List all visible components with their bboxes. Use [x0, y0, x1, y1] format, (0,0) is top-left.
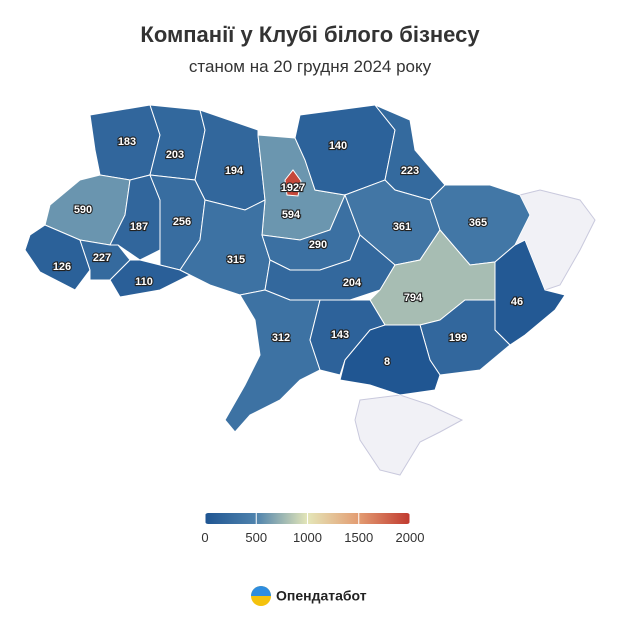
region-value: 361: [393, 221, 411, 233]
region-value: 290: [309, 239, 327, 251]
region-value: 315: [227, 254, 245, 266]
colorbar-tick-label: 2000: [396, 530, 425, 545]
region-value: 365: [469, 217, 487, 229]
colorbar-tick-label: 1000: [293, 530, 322, 545]
region-value: 187: [130, 221, 148, 233]
region-value: 8: [384, 356, 390, 368]
region-value: 126: [53, 261, 71, 273]
occupied-crimea: [354, 394, 464, 476]
colorbar-tick-label: 500: [245, 530, 267, 545]
region: [194, 109, 266, 211]
region-value: 1927: [281, 182, 305, 194]
region-value: 227: [93, 252, 111, 264]
title: Компанії у Клубі білого бізнесу: [140, 22, 480, 47]
region-value: 199: [449, 332, 467, 344]
region-value: 46: [511, 296, 523, 308]
region-value: 204: [343, 277, 362, 289]
region-value: 794: [404, 292, 423, 304]
region-value: 312: [272, 332, 290, 344]
region-value: 183: [118, 136, 136, 148]
region: [339, 324, 441, 396]
region-value: 143: [331, 329, 349, 341]
region: [224, 289, 321, 433]
colorbar-tick-label: 0: [201, 530, 208, 545]
region-value: 203: [166, 149, 184, 161]
region-value: 256: [173, 216, 191, 228]
logo-top: [251, 586, 271, 596]
region: [284, 169, 302, 197]
region-value: 594: [282, 209, 301, 221]
region-value: 590: [74, 204, 92, 216]
region: [24, 224, 91, 291]
colorbar-tick-label: 1500: [344, 530, 373, 545]
region-value: 223: [401, 165, 419, 177]
region-value: 140: [329, 140, 347, 152]
subtitle: станом на 20 грудня 2024 року: [189, 57, 432, 76]
region-value: 110: [135, 276, 153, 288]
brand: Опендатабот: [276, 588, 367, 604]
region-value: 194: [225, 165, 244, 177]
